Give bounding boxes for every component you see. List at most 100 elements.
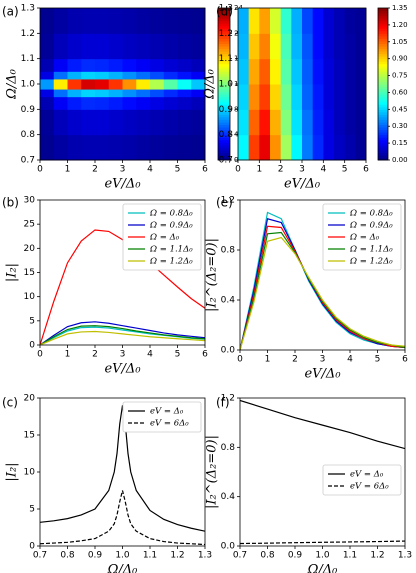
colorbar-step (218, 58, 230, 62)
heat-cell (53, 33, 68, 60)
colorbar-step (218, 109, 230, 113)
x-tick-label: 1.3 (198, 551, 212, 561)
heat-cell (136, 78, 151, 90)
heat-cell (302, 8, 314, 34)
y-axis-label: |I₂^(Δ₂=0)| (205, 238, 220, 312)
heat-cell (270, 84, 282, 110)
heat-cell (81, 78, 96, 90)
y-tick-label: 0.8 (219, 130, 234, 140)
heat-cell (355, 58, 367, 85)
heat-cell (177, 96, 192, 110)
x-tick-label: 5 (375, 355, 381, 365)
x-tick-label: 2 (92, 350, 98, 360)
colorbar-step (378, 129, 388, 133)
y-tick-label: 1.2 (219, 29, 233, 39)
colorbar-step (218, 91, 230, 95)
heat-cell (67, 58, 82, 72)
colorbar-step (218, 157, 230, 161)
x-axis-label: Ω/Δ₀ (307, 563, 339, 573)
colorbar-step (218, 51, 230, 55)
panel-label: (a) (2, 5, 19, 19)
colorbar-step (378, 10, 388, 14)
colorbar-step (218, 111, 230, 115)
heat-cell (122, 71, 137, 80)
x-tick-label: 4 (147, 350, 153, 360)
colorbar-step (218, 127, 230, 131)
colorbar-step (378, 23, 388, 27)
heat-cell (248, 33, 260, 60)
series-line (240, 236, 405, 350)
x-tick-label: 0.8 (260, 551, 275, 561)
heat-cell (355, 84, 367, 110)
heat-cell (40, 134, 55, 161)
legend-label: Ω = 0.9Δ₀ (349, 221, 393, 231)
series-line (240, 399, 405, 450)
y-tick-label: 20 (24, 244, 36, 254)
heat-cell (291, 84, 303, 110)
heat-cell (238, 8, 250, 34)
colorbar-step (218, 124, 230, 128)
colorbar-step (218, 56, 230, 60)
colorbar-step (218, 119, 230, 123)
heat-cell (163, 78, 178, 90)
heat-cell (344, 109, 356, 136)
heat-cell (312, 58, 324, 85)
heat-cell (122, 33, 137, 60)
series-line (240, 231, 405, 350)
heat-cell (108, 33, 123, 60)
legend-label: Ω = 1.1Δ₀ (149, 245, 193, 255)
heat-cell (40, 78, 55, 90)
heat-cell (67, 71, 82, 80)
legend-box (122, 203, 202, 271)
heat-cell (344, 84, 356, 110)
heat-cell (163, 33, 178, 60)
legend-label: Ω = Δ₀ (349, 233, 380, 243)
heat-cell (122, 78, 137, 90)
heat-cell (108, 78, 123, 90)
heat-cell (53, 58, 68, 72)
heat-cell (191, 8, 206, 34)
colorbar-tick-label: 0.60 (392, 88, 408, 96)
colorbar-step (378, 94, 388, 98)
heat-cell (53, 96, 68, 110)
heat-cell (136, 96, 151, 110)
colorbar-step (378, 18, 388, 22)
y-tick-label: 15 (24, 431, 35, 441)
colorbar-step (378, 101, 388, 105)
colorbar-step (218, 25, 230, 29)
heat-cell (248, 8, 260, 34)
series-line (40, 325, 205, 345)
y-tick-label: 1.1 (21, 54, 35, 64)
heat-cell (280, 8, 292, 34)
colorbar-step (218, 71, 230, 75)
heat-cell (280, 134, 292, 161)
heat-cell (150, 78, 165, 90)
colorbar-step (218, 144, 230, 148)
colorbar-step (218, 99, 230, 103)
heat-cell (323, 109, 335, 136)
heat-cell (355, 33, 367, 60)
heat-cell (81, 89, 96, 98)
heat-cell (191, 33, 206, 60)
colorbar-step (378, 40, 388, 44)
colorbar-step (378, 152, 388, 156)
heat-cell (150, 71, 165, 80)
y-tick-label: 1.3 (21, 4, 35, 14)
heat-cell (150, 109, 165, 136)
colorbar-step (378, 124, 388, 128)
heat-cell (108, 109, 123, 136)
x-tick-label: 6 (363, 165, 369, 175)
heat-cell (248, 109, 260, 136)
panel-label: (f) (216, 396, 230, 410)
colorbar-tick-label: 0.90 (392, 55, 408, 63)
y-tick-label: 5 (29, 316, 35, 326)
x-tick-label: 2 (292, 355, 298, 365)
heat-cell (108, 71, 123, 80)
colorbar-step (218, 132, 230, 136)
heat-cell (122, 134, 137, 161)
x-tick-label: 0 (237, 355, 243, 365)
colorbar-step (378, 96, 388, 100)
colorbar-step (218, 122, 230, 126)
colorbar-step (218, 101, 230, 105)
heat-cell (291, 109, 303, 136)
